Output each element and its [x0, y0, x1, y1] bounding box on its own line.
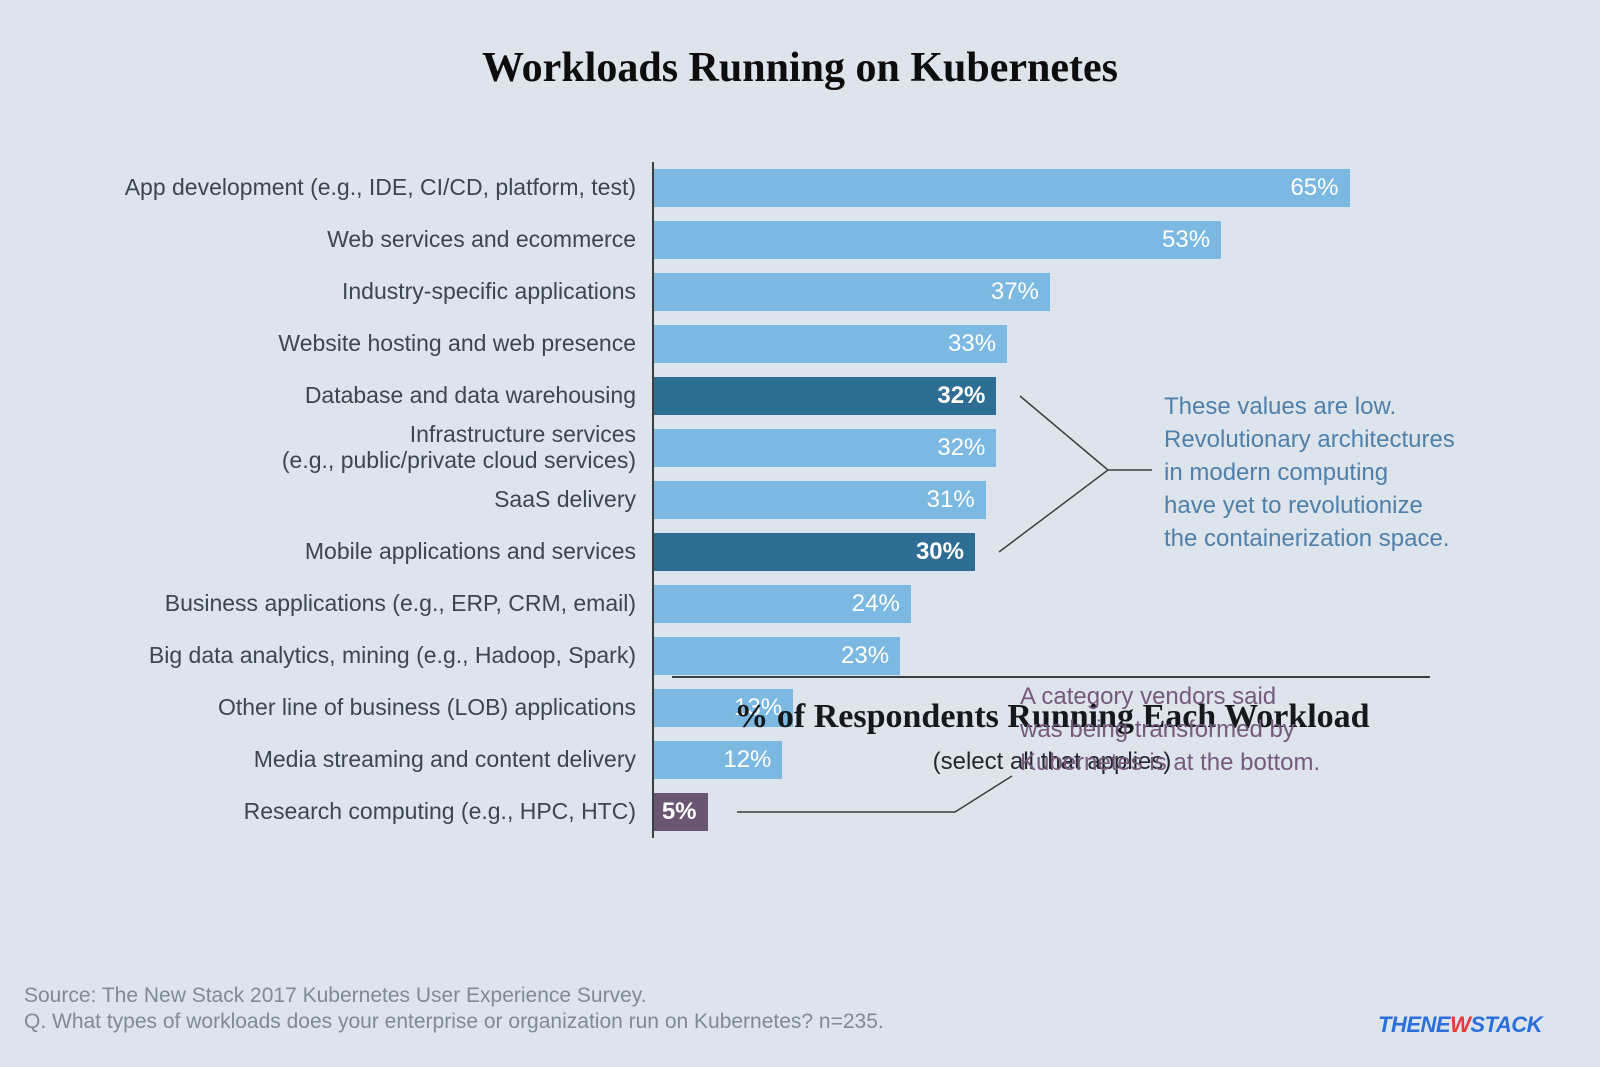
bar: 32%: [654, 429, 997, 467]
chart-title: Workloads Running on Kubernetes: [482, 45, 1118, 91]
chart-row: Business applications (e.g., ERP, CRM, e…: [0, 578, 1600, 630]
category-label: Business applications (e.g., ERP, CRM, e…: [164, 590, 636, 617]
bar-value: 30%: [915, 538, 964, 565]
x-axis-line: [672, 676, 1430, 678]
bar-zone: 12%: [652, 734, 1600, 786]
bar: 13%: [654, 689, 794, 727]
category-label: App development (e.g., IDE, CI/CD, platf…: [124, 174, 636, 201]
annotation-low-values: These values are low. Revolutionary arch…: [1164, 393, 1455, 553]
bar: 23%: [654, 637, 901, 675]
bar-value: 13%: [734, 694, 783, 721]
chart-row: Media streaming and content delivery 12%: [0, 734, 1600, 786]
chart-row: App development (e.g., IDE, CI/CD, platf…: [0, 162, 1600, 214]
bar: 5%: [654, 793, 708, 831]
x-axis-sublabel: (select all that applies): [932, 748, 1172, 775]
x-axis-label: % of Respondents Running Each Workload: [734, 698, 1370, 735]
chart-row: Research computing (e.g., HPC, HTC) 5%: [0, 786, 1600, 838]
bar-zone: 32%: [652, 422, 1600, 474]
bar-value: 12%: [723, 746, 772, 773]
bar: 37%: [654, 273, 1050, 311]
bar-value: 32%: [937, 434, 986, 461]
category-label: Website hosting and web presence: [278, 330, 636, 357]
bar-zone: 13%: [652, 682, 1600, 734]
category-label: SaaS delivery: [494, 486, 636, 513]
logo-part-1: THENE: [1378, 1012, 1451, 1037]
bar-zone: 32%: [652, 370, 1600, 422]
bar: 65%: [654, 169, 1350, 207]
bar-zone: 53%: [652, 214, 1600, 266]
bar-value: 53%: [1162, 226, 1211, 253]
bar-value: 23%: [841, 642, 890, 669]
category-label: Media streaming and content delivery: [253, 746, 636, 773]
bar-value: 31%: [926, 486, 975, 513]
thenewstack-logo: THENEWSTACK: [1378, 1012, 1542, 1038]
category-label: Industry-specific applications: [341, 278, 636, 305]
bar-value: 65%: [1290, 174, 1339, 201]
bar: 32%: [654, 377, 997, 415]
bar: 24%: [654, 585, 911, 623]
bar-zone: 33%: [652, 318, 1600, 370]
bar: 12%: [654, 741, 783, 779]
category-label: Other line of business (LOB) application…: [217, 694, 636, 721]
bar-zone: 5%: [652, 786, 1600, 838]
bar: 33%: [654, 325, 1008, 363]
bar-zone: 23%: [652, 630, 1600, 682]
chart-row: Database and data warehousing 32%: [0, 370, 1600, 422]
category-label: Infrastructure services (e.g., public/pr…: [281, 421, 636, 473]
bar: 30%: [654, 533, 975, 571]
logo-part-stack: STACK: [1470, 1012, 1542, 1037]
bar-value: 37%: [990, 278, 1039, 305]
category-label: Database and data warehousing: [304, 382, 636, 409]
bar-value: 5%: [661, 798, 697, 825]
category-label: Mobile applications and services: [304, 538, 636, 565]
chart-row: Infrastructure services (e.g., public/pr…: [0, 421, 1600, 474]
source-note: Source: The New Stack 2017 Kubernetes Us…: [24, 984, 884, 1034]
bar: 53%: [654, 221, 1222, 259]
bar-value: 32%: [937, 382, 986, 409]
bar: 31%: [654, 481, 986, 519]
chart-row: Other line of business (LOB) application…: [0, 682, 1600, 734]
annotation-transformed-category: A category vendors said was being transf…: [1020, 683, 1321, 777]
chart-row: Website hosting and web presence 33%: [0, 318, 1600, 370]
bar-zone: 31%: [652, 474, 1600, 526]
chart-row: SaaS delivery 31%: [0, 474, 1600, 526]
category-label: Research computing (e.g., HPC, HTC): [243, 798, 636, 825]
chart-row: Big data analytics, mining (e.g., Hadoop…: [0, 630, 1600, 682]
bar-zone: 30%: [652, 526, 1600, 578]
logo-part-w: W: [1450, 1012, 1471, 1037]
category-label: Big data analytics, mining (e.g., Hadoop…: [148, 642, 636, 669]
bar-zone: 37%: [652, 266, 1600, 318]
bar-zone: 24%: [652, 578, 1600, 630]
bar-chart: App development (e.g., IDE, CI/CD, platf…: [0, 162, 1600, 838]
chart-row: Industry-specific applications 37%: [0, 266, 1600, 318]
chart-row: Web services and ecommerce 53%: [0, 214, 1600, 266]
bar-value: 33%: [948, 330, 997, 357]
category-label: Web services and ecommerce: [327, 226, 636, 253]
bar-value: 24%: [851, 590, 900, 617]
chart-row: Mobile applications and services 30%: [0, 526, 1600, 578]
bar-zone: 65%: [652, 162, 1600, 214]
